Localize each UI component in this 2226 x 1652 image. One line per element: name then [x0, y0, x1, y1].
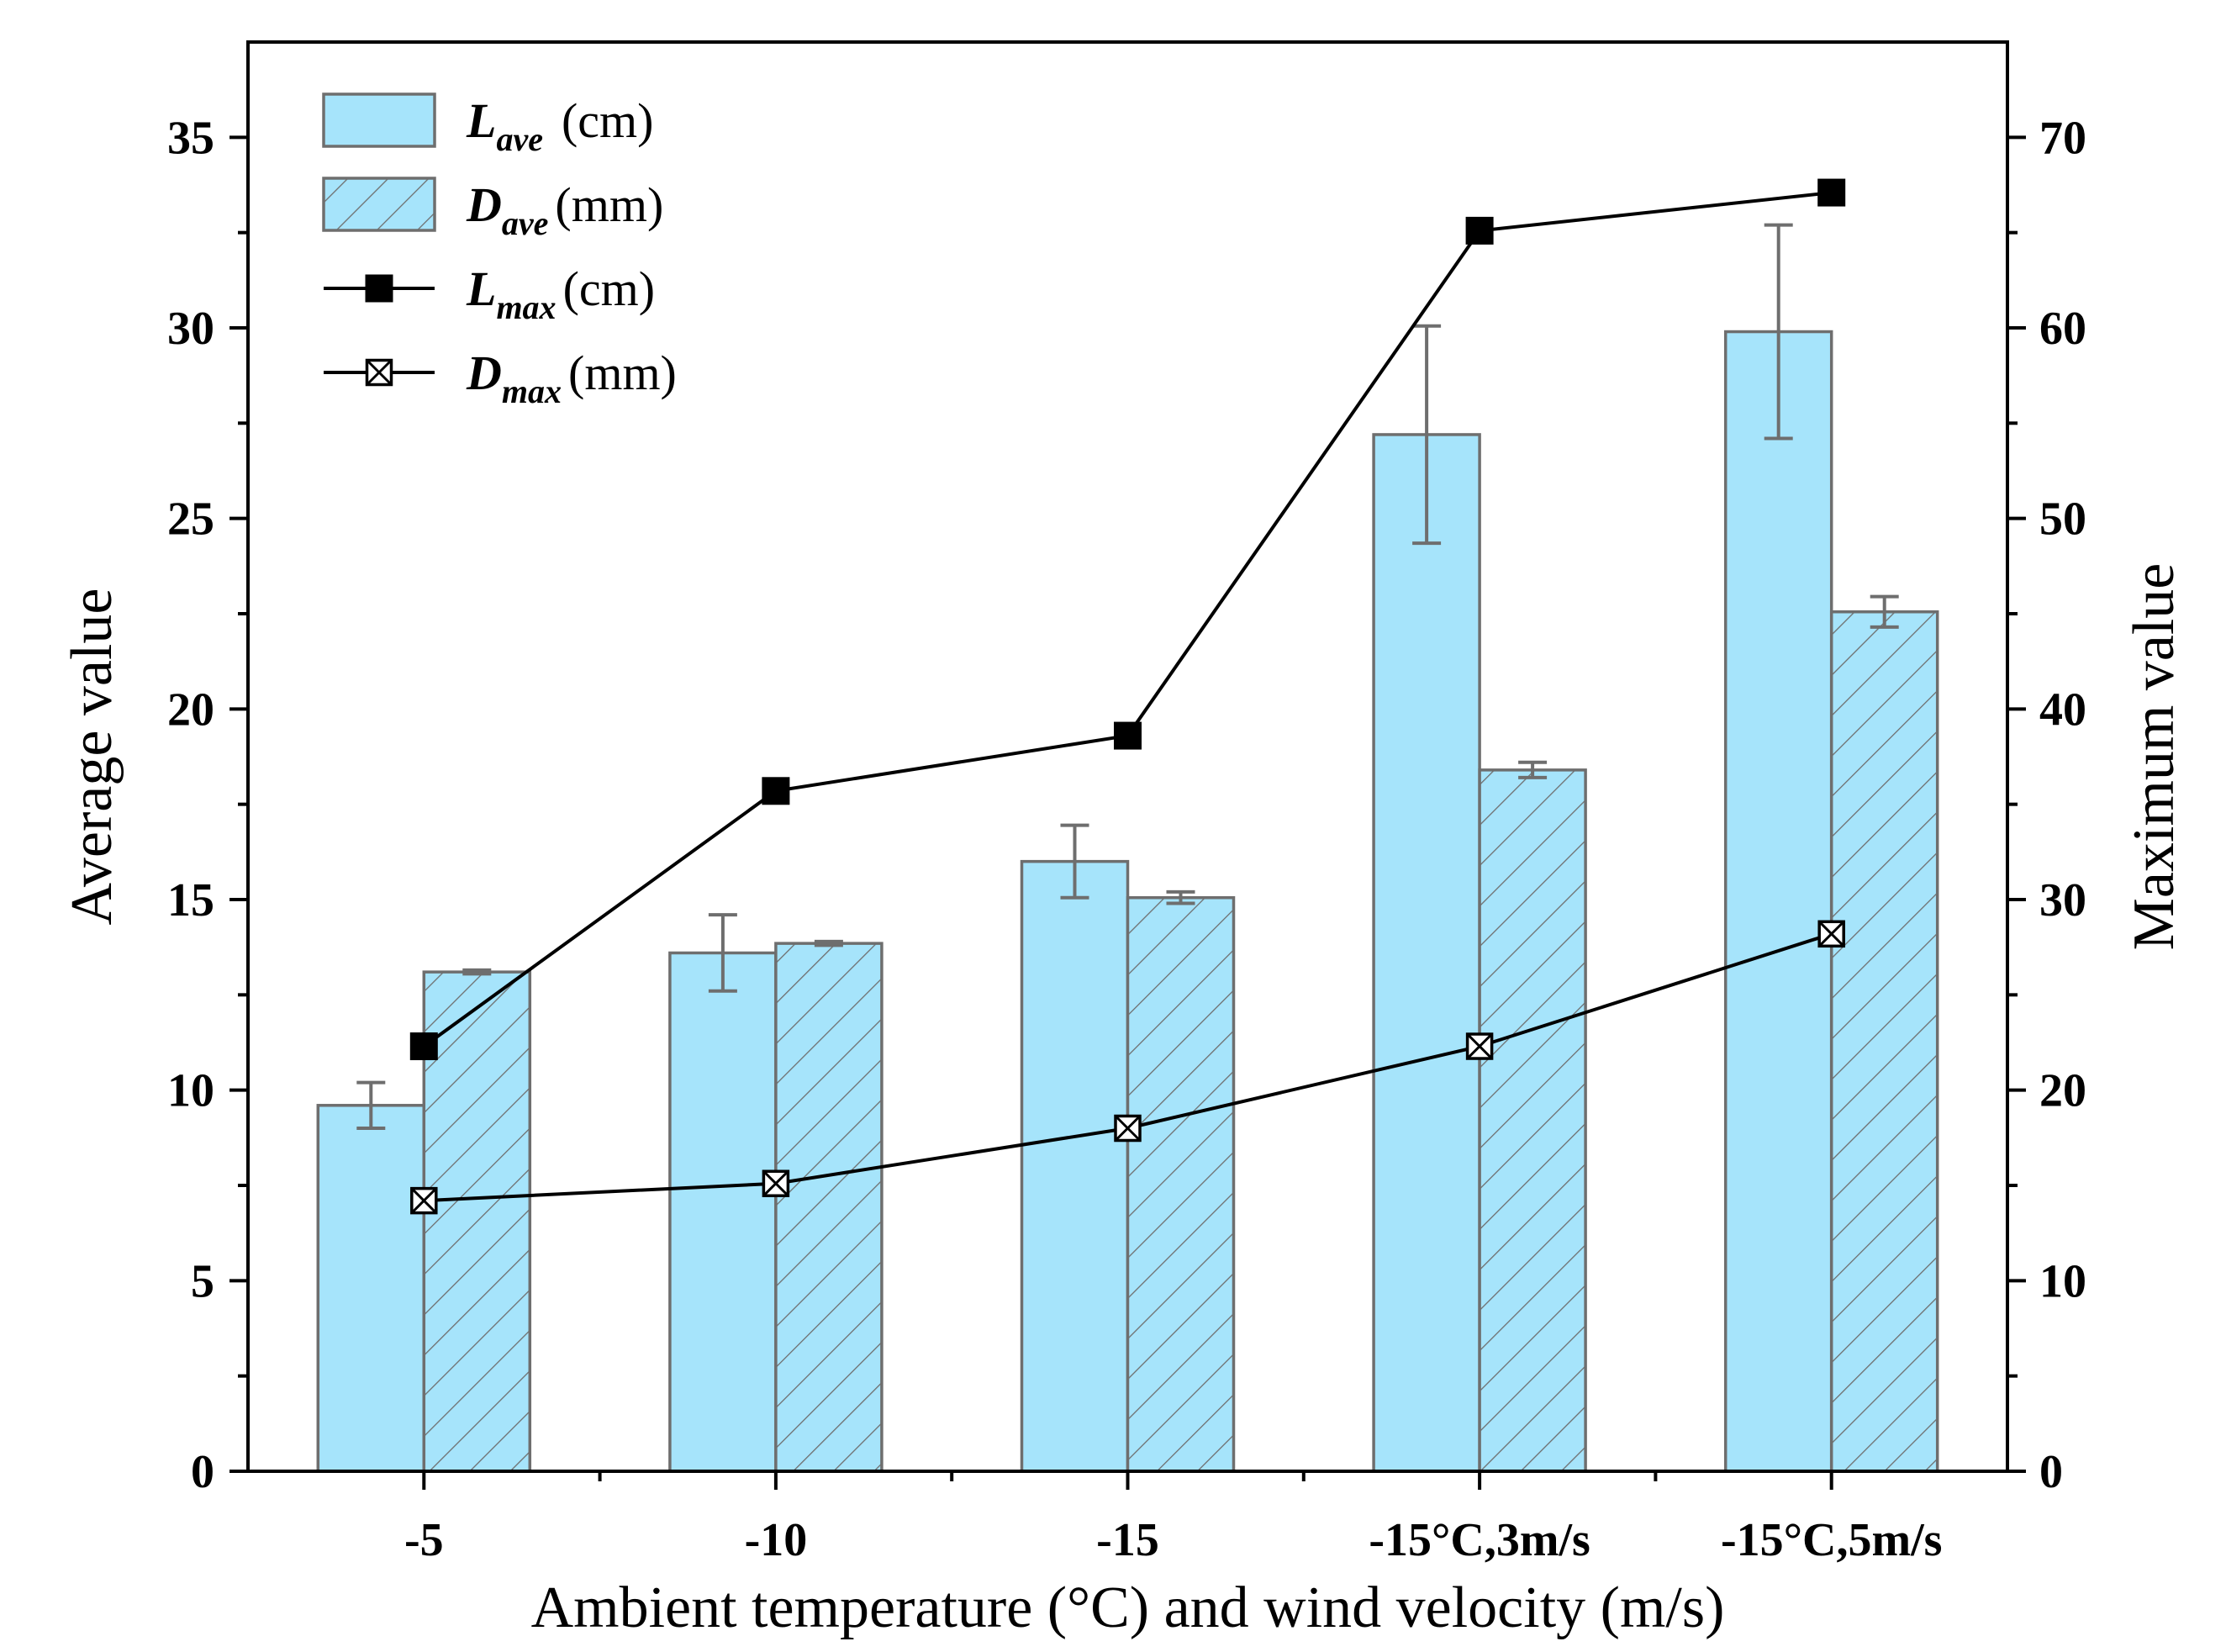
- x-tick-label: -15: [1096, 1514, 1159, 1566]
- marker-L_max-1: [762, 777, 790, 805]
- y-left-tick-label: 20: [167, 683, 214, 736]
- y-right-tick-label: 0: [2039, 1446, 2063, 1498]
- bar-L_ave-0: [316, 1104, 426, 1473]
- y-right-tick-label: 30: [2039, 874, 2086, 926]
- error-bars-layer: [356, 223, 1899, 1130]
- y-right-tick-label: 20: [2039, 1065, 2086, 1117]
- y-axis-right-title: Maximum value: [2122, 563, 2186, 951]
- y-axis-left-title: Average value: [60, 588, 124, 926]
- bar-D_ave-4: [1829, 610, 1939, 1473]
- bar-L_ave-4: [1723, 330, 1833, 1473]
- legend-swatch-L_ave: [322, 92, 436, 148]
- marker-L_max-4: [1817, 178, 1846, 207]
- marker-L_max-0: [409, 1032, 438, 1061]
- y-right-tick-label: 40: [2039, 683, 2086, 736]
- legend-marker-D_max: [365, 358, 393, 387]
- y-left-tick-label: 15: [167, 874, 214, 926]
- bar-L_ave-2: [1020, 859, 1130, 1473]
- legend-label-L_ave: Lave (cm): [466, 93, 653, 158]
- marker-L_max-3: [1465, 216, 1494, 245]
- bar-D_ave-2: [1126, 895, 1236, 1473]
- legend: Lave (cm) Dave (mm) Lmax (cm) Dmax (mm): [322, 92, 677, 410]
- tick-labels-layer: 0 5 10 15 20 25 30 35 0 10 20 30 40 50 60 70 -5 -10 -15 -15…: [167, 112, 2086, 1566]
- y-left-tick-label: 0: [191, 1446, 214, 1498]
- legend-label-D_ave: Dave (mm): [466, 177, 663, 242]
- bar-D_ave-3: [1478, 768, 1587, 1473]
- legend-label-L_max: Lmax (cm): [466, 261, 655, 326]
- y-left-tick-label: 35: [167, 112, 214, 164]
- y-left-tick-label: 25: [167, 493, 214, 546]
- marker-D_max-2: [1114, 1114, 1142, 1143]
- marker-L_max-2: [1114, 721, 1142, 750]
- bar-L_ave-1: [668, 951, 778, 1473]
- marker-D_max-0: [410, 1186, 438, 1215]
- markers-layer: [409, 178, 1846, 1215]
- bar-D_ave-0: [422, 970, 532, 1473]
- x-axis-title: Ambient temperature (°C) and wind veloci…: [531, 1575, 1725, 1640]
- marker-D_max-3: [1465, 1032, 1494, 1060]
- y-right-tick-label: 70: [2039, 112, 2086, 164]
- marker-D_max-1: [762, 1169, 790, 1197]
- x-tick-label: -10: [745, 1514, 808, 1566]
- legend-label-D_max: Dmax (mm): [466, 346, 677, 410]
- y-right-tick-label: 10: [2039, 1255, 2086, 1307]
- legend-marker-L_max: [365, 274, 393, 303]
- y-right-tick-label: 50: [2039, 493, 2086, 546]
- bars-layer: [316, 330, 1939, 1473]
- y-left-tick-label: 10: [167, 1065, 214, 1117]
- y-left-tick-label: 5: [191, 1255, 214, 1307]
- x-tick-label: -15°C,5m/s: [1721, 1514, 1942, 1566]
- ticks-layer: [229, 135, 2026, 1490]
- y-right-tick-label: 60: [2039, 303, 2086, 355]
- legend-swatch-D_ave: [322, 177, 436, 232]
- bar-D_ave-1: [774, 942, 884, 1473]
- bar-L_ave-3: [1372, 433, 1481, 1473]
- y-left-tick-label: 30: [167, 303, 214, 355]
- x-tick-label: -5: [404, 1514, 444, 1566]
- marker-D_max-4: [1817, 920, 1845, 948]
- x-tick-label: -15°C,3m/s: [1369, 1514, 1590, 1566]
